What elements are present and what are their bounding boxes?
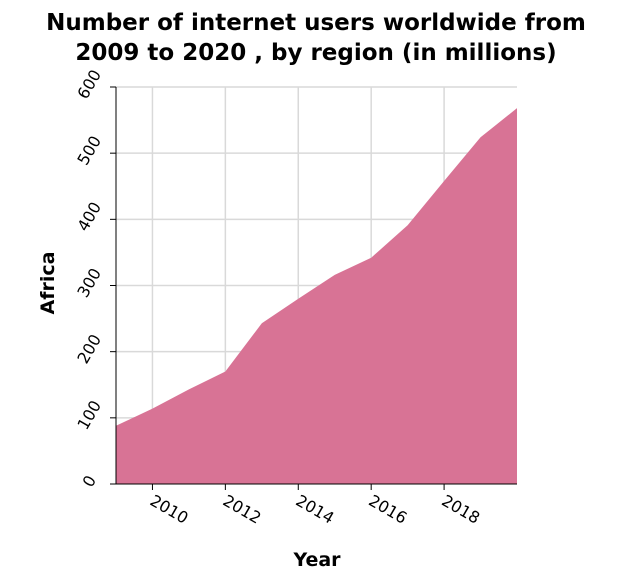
y-tick-label: 600	[73, 66, 105, 102]
area-fill	[116, 108, 517, 484]
x-tick-label: 2014	[293, 491, 338, 528]
x-tick-label: 2016	[366, 491, 411, 528]
x-axis-label: Year	[292, 549, 341, 571]
y-tick-label: 300	[73, 265, 105, 301]
y-tick-label: 400	[73, 199, 105, 235]
x-tick-label: 2012	[220, 491, 265, 528]
area-series	[116, 108, 517, 484]
x-tick-label: 2010	[147, 491, 192, 528]
axes	[110, 86, 517, 490]
y-tick-label: 500	[73, 132, 105, 168]
chart-title-line-1: Number of internet users worldwide from	[46, 10, 586, 36]
x-tick-label: 2018	[438, 491, 483, 528]
y-axis-label: Africa	[37, 252, 59, 315]
chart-title-line-2: 2009 to 2020 , by region (in millions)	[75, 40, 556, 66]
y-tick-label: 100	[73, 397, 105, 433]
y-tick-label: 0	[78, 472, 100, 490]
y-tick-label: 200	[73, 331, 105, 367]
